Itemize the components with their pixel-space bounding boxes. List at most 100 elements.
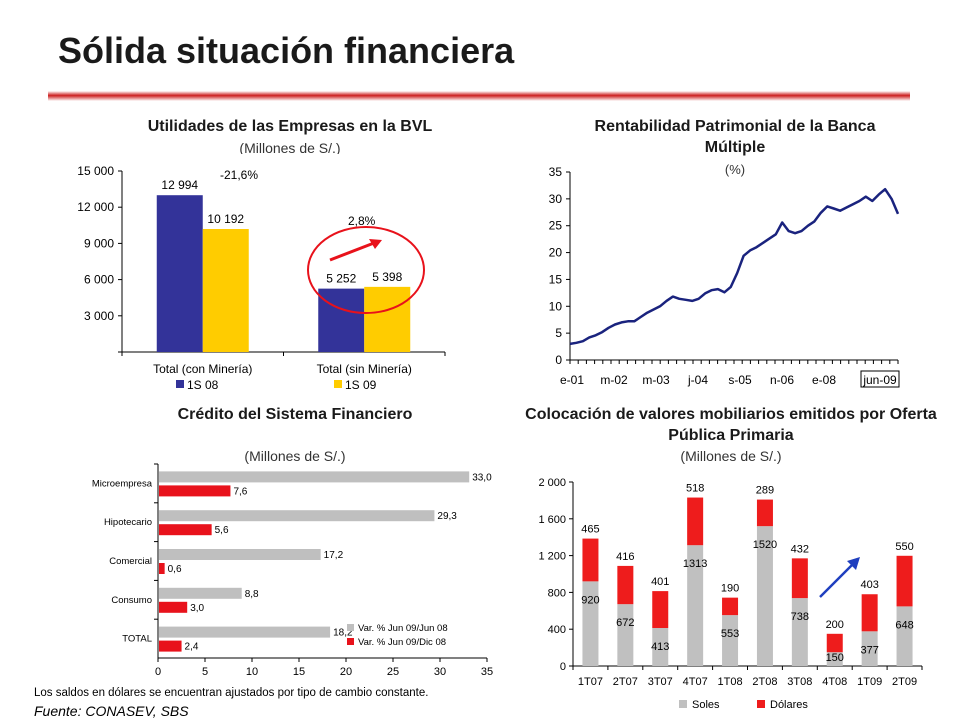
- y-tick-label: 1 200: [538, 551, 566, 563]
- x-tick-label: j-04: [687, 373, 708, 387]
- credito-plot: 0 5 10 15 20 25 30 35 Microempresa 33,0 7,6 Hipotec…: [92, 463, 493, 678]
- bar-value-label: 2,4: [185, 642, 199, 653]
- x-tick-label: e-01: [560, 373, 584, 387]
- bar-value-label: 518: [686, 483, 704, 495]
- bar-jun-4: [159, 626, 331, 638]
- x-tick-label: m-03: [642, 373, 670, 387]
- y-tick-label: Hipotecario: [104, 517, 152, 528]
- bar-value-label: 12 994: [161, 178, 198, 192]
- y-tick-label: 15 000: [77, 164, 114, 178]
- legend-swatch: [347, 638, 354, 645]
- colocacion-plot: 0 400 800 1 200 1 600 2 000 1T07 920 465 2T07 672 4…: [538, 477, 923, 711]
- x-tick-label: 0: [155, 666, 161, 678]
- annotation-change-sin-mineria: 2,8%: [348, 214, 376, 228]
- colocacion-title: Colocación de valores mobiliarios emitid…: [525, 406, 937, 444]
- rentabilidad-title: Rentabilidad Patrimonial de la Banca Múl…: [594, 118, 876, 156]
- bar-value-label: 200: [826, 619, 844, 631]
- y-tick-label: Microempresa: [92, 478, 153, 489]
- bar-dic-1: [159, 524, 212, 536]
- bar-value-label: 190: [721, 583, 739, 595]
- bar-value-label: 377: [860, 644, 878, 656]
- bar-1S-09-0: [202, 229, 249, 352]
- bar-soles-3: [687, 545, 704, 666]
- legend-label: Soles: [692, 699, 720, 711]
- x-tick-label: 25: [387, 666, 399, 678]
- bar-dolares-2: [652, 591, 669, 629]
- colocacion-subtitle: (Millones de S/.): [680, 448, 782, 464]
- x-tick-label: 5: [202, 666, 208, 678]
- legend-swatch: [176, 380, 184, 388]
- bar-soles-0: [582, 581, 599, 666]
- x-tick-label: 3T08: [787, 676, 812, 688]
- x-tick-highlight-box: [860, 370, 900, 388]
- bar-dolares-8: [861, 594, 878, 632]
- bar-value-label: 550: [895, 541, 913, 553]
- bar-value-label: 648: [895, 619, 913, 631]
- bar-dic-2: [159, 563, 165, 574]
- x-tick-label: s-05: [728, 373, 752, 387]
- legend-swatch: [347, 624, 354, 631]
- y-tick-label: 25: [549, 219, 563, 233]
- trend-arrow-head: [369, 239, 382, 249]
- y-tick-label: 0: [560, 661, 566, 673]
- bar-value-label: 1520: [753, 539, 777, 551]
- x-tick-label: n-06: [770, 373, 794, 387]
- footnote: Los saldos en dólares se encuentran ajus…: [34, 687, 429, 699]
- bar-dic-0: [159, 485, 231, 497]
- title-rule: [48, 91, 910, 101]
- bar-soles-7: [826, 652, 843, 666]
- credito-subtitle: (Millones de S/.): [244, 448, 346, 464]
- bar-dic-4: [159, 640, 182, 652]
- y-tick-label: 30: [549, 192, 563, 206]
- highlight-circle: [307, 226, 425, 314]
- bar-jun-0: [159, 471, 470, 483]
- x-tick-label: jun-09: [862, 373, 897, 387]
- credito-chart: Crédito del Sistema Financiero (Millones…: [60, 402, 530, 684]
- bar-value-label: 29,3: [437, 511, 457, 522]
- bar-value-label: 403: [860, 579, 878, 591]
- bar-value-label: 10 192: [207, 212, 244, 226]
- y-tick-label: 400: [548, 624, 566, 636]
- bar-dolares-6: [791, 558, 808, 599]
- annotation-change-con-mineria: -21,6%: [220, 168, 258, 182]
- y-tick-label: 0: [555, 353, 562, 367]
- rentabilidad-plot: 0 5 10 15 20 25 30 35 e-01 m-02 m-03 j-04 s-05 n-06 e-…: [549, 165, 900, 388]
- y-tick-label: 10: [549, 299, 563, 313]
- x-tick-label: 4T07: [683, 676, 708, 688]
- x-tick-label: 3T07: [648, 676, 673, 688]
- bar-dolares-4: [722, 597, 739, 616]
- bar-value-label: 401: [651, 576, 669, 588]
- bar-soles-2: [652, 628, 669, 666]
- y-tick-label: 2 000: [538, 477, 566, 489]
- bar-value-label: 432: [791, 543, 809, 555]
- bar-dolares-7: [826, 633, 843, 653]
- legend-label: 1S 09: [345, 378, 377, 392]
- credito-title: Crédito del Sistema Financiero: [177, 406, 413, 423]
- y-tick-label: 5: [555, 326, 562, 340]
- bar-value-label: 738: [791, 611, 809, 623]
- x-tick-label: Total (sin Minería): [317, 362, 412, 376]
- bar-value-label: 8,8: [245, 589, 259, 600]
- x-tick-label: 1T08: [718, 676, 743, 688]
- bar-soles-9: [896, 606, 913, 666]
- x-tick-label: 2T07: [613, 676, 638, 688]
- bar-jun-2: [159, 549, 321, 560]
- bar-value-label: 7,6: [233, 486, 247, 497]
- y-tick-label: Consumo: [111, 595, 152, 606]
- x-tick-label: 2T08: [752, 676, 777, 688]
- legend-swatch: [757, 700, 765, 708]
- bar-value-label: 553: [721, 628, 739, 640]
- bar-dolares-9: [896, 555, 913, 607]
- x-tick-label: e-08: [812, 373, 836, 387]
- bar-jun-3: [159, 587, 242, 599]
- x-tick-label: 15: [293, 666, 305, 678]
- bar-value-label: 416: [616, 551, 634, 563]
- x-tick-label: Total (con Minería): [153, 362, 252, 376]
- utilidades-chart: Utilidades de las Empresas en la BVL (Mi…: [60, 116, 530, 396]
- x-tick-label: 2T09: [892, 676, 917, 688]
- y-tick-label: 20: [549, 246, 563, 260]
- bar-jun-1: [159, 510, 435, 522]
- bar-dolares-5: [756, 499, 773, 527]
- legend-label: Var. % Jun 09/Jun 08: [358, 623, 448, 634]
- bar-value-label: 413: [651, 641, 669, 653]
